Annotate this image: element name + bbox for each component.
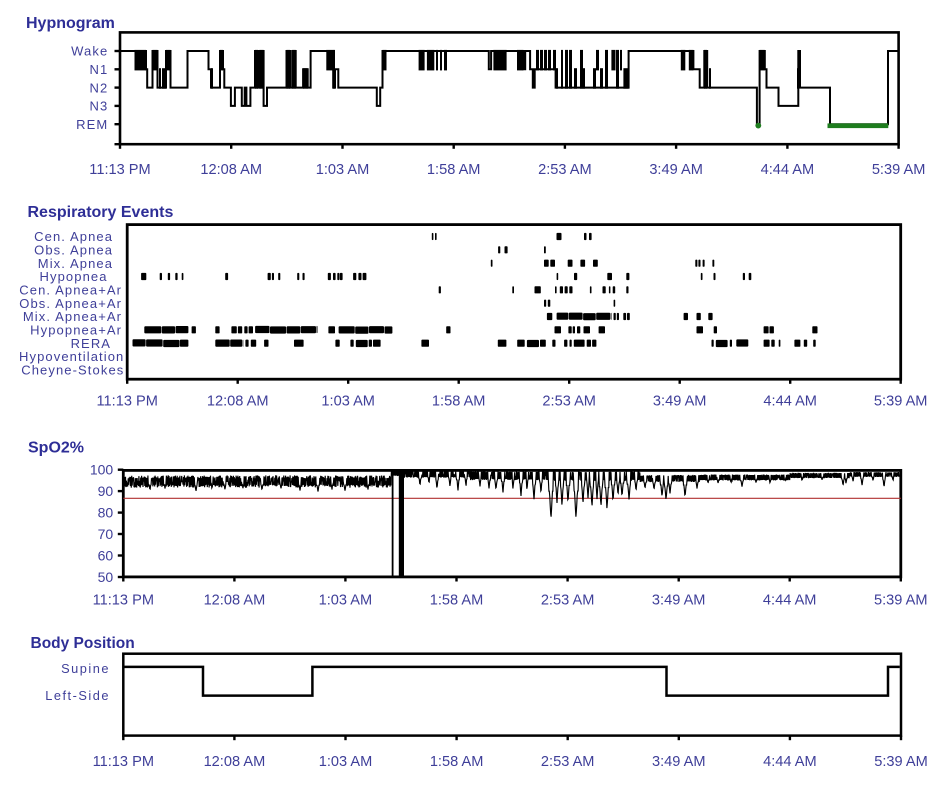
svg-text:Mix. Apnea: Mix. Apnea <box>38 256 113 271</box>
svg-text:1:03 AM: 1:03 AM <box>319 593 373 609</box>
svg-text:11:13 PM: 11:13 PM <box>97 394 158 410</box>
svg-text:Left-Side: Left-Side <box>45 688 110 703</box>
svg-text:Obs. Apnea: Obs. Apnea <box>34 242 113 257</box>
svg-text:1:58 AM: 1:58 AM <box>432 394 486 410</box>
svg-text:2:53 AM: 2:53 AM <box>541 754 595 770</box>
svg-text:Respiratory Events: Respiratory Events <box>28 204 174 221</box>
svg-text:70: 70 <box>98 526 114 542</box>
svg-text:5:39 AM: 5:39 AM <box>874 593 928 609</box>
svg-text:11:13 PM: 11:13 PM <box>89 162 150 178</box>
svg-text:Wake: Wake <box>71 44 108 59</box>
svg-text:1:58 AM: 1:58 AM <box>430 593 484 609</box>
svg-text:1:03 AM: 1:03 AM <box>316 162 370 178</box>
svg-text:2:53 AM: 2:53 AM <box>542 394 596 410</box>
svg-text:1:58 AM: 1:58 AM <box>430 754 484 770</box>
svg-text:N1: N1 <box>89 62 108 77</box>
svg-text:SpO2%: SpO2% <box>28 440 84 457</box>
svg-text:Hypoventilation: Hypoventilation <box>19 349 124 364</box>
svg-text:11:13 PM: 11:13 PM <box>93 593 154 609</box>
svg-text:5:39 AM: 5:39 AM <box>872 162 926 178</box>
svg-text:2:53 AM: 2:53 AM <box>541 593 595 609</box>
svg-text:N2: N2 <box>89 80 108 95</box>
svg-text:2:53 AM: 2:53 AM <box>538 162 592 178</box>
svg-text:Hypnogram: Hypnogram <box>26 15 115 32</box>
svg-text:Hypopnea: Hypopnea <box>40 269 108 284</box>
svg-text:Hypopnea+Ar: Hypopnea+Ar <box>30 322 122 337</box>
svg-text:N3: N3 <box>89 99 108 114</box>
svg-text:100: 100 <box>90 462 114 478</box>
svg-text:1:58 AM: 1:58 AM <box>427 162 481 178</box>
svg-text:3:49 AM: 3:49 AM <box>652 754 706 770</box>
svg-text:Cen. Apnea+Ar: Cen. Apnea+Ar <box>19 282 122 297</box>
svg-text:90: 90 <box>98 483 114 499</box>
svg-text:5:39 AM: 5:39 AM <box>874 754 928 770</box>
svg-text:3:49 AM: 3:49 AM <box>653 394 707 410</box>
svg-text:12:08 AM: 12:08 AM <box>204 593 266 609</box>
svg-text:Body Position: Body Position <box>31 635 135 652</box>
svg-text:Cen. Apnea: Cen. Apnea <box>34 229 113 244</box>
svg-text:12:08 AM: 12:08 AM <box>207 394 269 410</box>
svg-text:80: 80 <box>98 504 114 520</box>
svg-text:4:44 AM: 4:44 AM <box>763 593 817 609</box>
svg-text:Mix. Apnea+Ar: Mix. Apnea+Ar <box>23 309 122 324</box>
svg-text:REM: REM <box>76 117 108 132</box>
svg-text:60: 60 <box>98 547 114 563</box>
svg-text:1:03 AM: 1:03 AM <box>319 754 373 770</box>
svg-text:12:08 AM: 12:08 AM <box>200 162 262 178</box>
svg-text:Obs. Apnea+Ar: Obs. Apnea+Ar <box>19 296 122 311</box>
svg-text:4:44 AM: 4:44 AM <box>763 394 817 410</box>
svg-text:4:44 AM: 4:44 AM <box>763 754 817 770</box>
svg-text:50: 50 <box>98 569 114 585</box>
svg-text:12:08 AM: 12:08 AM <box>204 754 266 770</box>
svg-text:11:13 PM: 11:13 PM <box>93 754 154 770</box>
svg-text:5:39 AM: 5:39 AM <box>874 394 928 410</box>
svg-text:Cheyne-Stokes: Cheyne-Stokes <box>21 362 124 377</box>
svg-text:1:03 AM: 1:03 AM <box>321 394 375 410</box>
svg-text:4:44 AM: 4:44 AM <box>761 162 815 178</box>
svg-text:3:49 AM: 3:49 AM <box>652 593 706 609</box>
svg-text:Supine: Supine <box>61 661 110 676</box>
svg-text:3:49 AM: 3:49 AM <box>649 162 703 178</box>
svg-text:RERA: RERA <box>71 336 112 351</box>
